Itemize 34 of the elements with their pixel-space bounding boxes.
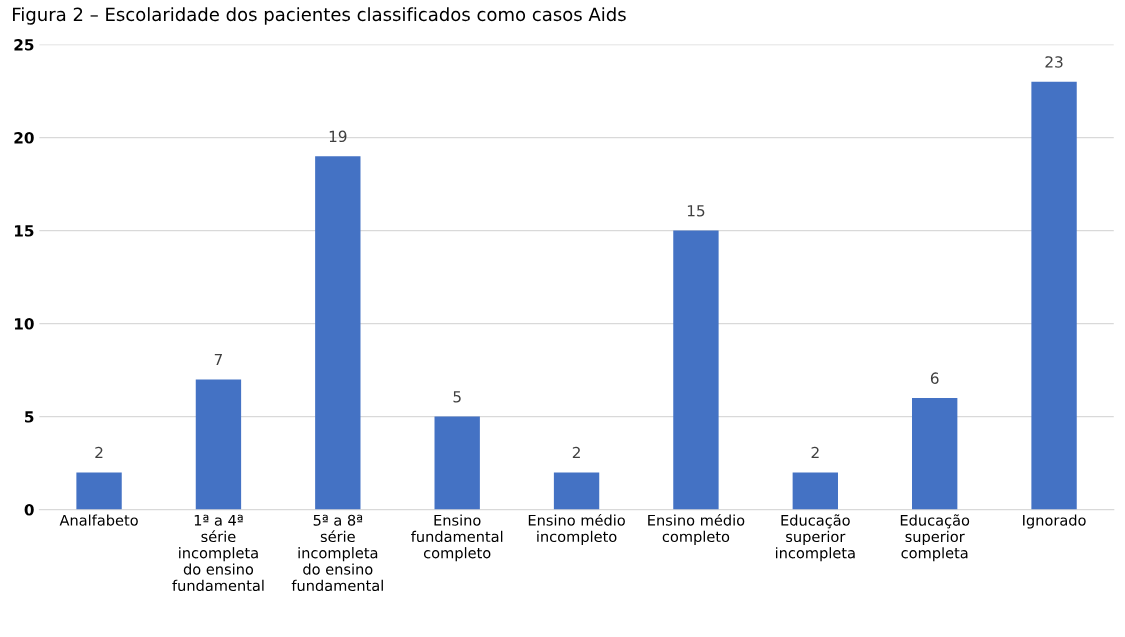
bar: [315, 156, 361, 510]
bar: [912, 398, 958, 510]
x-tick-label: Educação superior incompleta: [776, 514, 855, 562]
data-label: 23: [1045, 56, 1063, 68]
x-tick-label: 1ª a 4ª série incompleta do ensino fundamental: [172, 514, 264, 592]
y-tick-label: 5: [25, 411, 34, 423]
y-tick-label: 15: [14, 225, 34, 237]
bar: [792, 472, 838, 510]
x-tick-label: Ensino fundamental completo: [411, 514, 503, 562]
bar: [1031, 81, 1077, 510]
x-tick-label: Educação superior completa: [900, 514, 970, 562]
data-label: 19: [329, 130, 347, 143]
data-label: 2: [95, 446, 103, 459]
bar: [195, 379, 242, 510]
x-tick-label: Analfabeto: [59, 514, 138, 526]
bar: [434, 416, 480, 510]
x-tick-label: 5ª a 8ª série incompleta do ensino fundamental: [291, 514, 383, 592]
data-label: 15: [687, 205, 705, 217]
x-tick-label: Ensino médio completo: [648, 513, 745, 545]
y-tick-label: 25: [14, 39, 34, 51]
data-label: 2: [572, 446, 580, 459]
x-tick-label: Ensino médio incompleto: [528, 513, 625, 545]
chart-title: Figura 2 – Escolaridade dos pacientes classificados como casos Aids: [13, 7, 626, 25]
y-tick-label: 0: [24, 504, 34, 516]
data-label: 2: [811, 446, 819, 459]
data-label: 7: [214, 353, 222, 366]
y-tick-label: 20: [14, 132, 34, 144]
bar: [553, 472, 600, 510]
data-label: 6: [930, 372, 939, 384]
y-tick-label: 10: [14, 318, 34, 330]
bar: [76, 472, 122, 510]
data-label: 5: [453, 391, 461, 403]
bar: [673, 230, 719, 510]
x-tick-label: Ignorado: [1023, 514, 1086, 529]
